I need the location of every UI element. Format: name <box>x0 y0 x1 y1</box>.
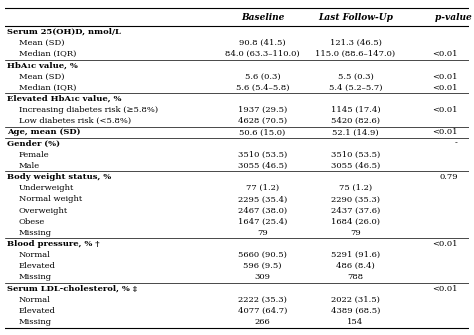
Text: 52.1 (14.9): 52.1 (14.9) <box>332 128 379 136</box>
Text: 84.0 (63.3–110.0): 84.0 (63.3–110.0) <box>225 50 300 58</box>
Text: Missing: Missing <box>18 273 52 281</box>
Text: 2222 (35.3): 2222 (35.3) <box>238 296 287 304</box>
Text: Median (IQR): Median (IQR) <box>18 50 76 58</box>
Text: Female: Female <box>18 151 49 159</box>
Text: Increasing diabetes risk (≥5.8%): Increasing diabetes risk (≥5.8%) <box>18 106 158 114</box>
Text: 2437 (37.6): 2437 (37.6) <box>331 206 380 214</box>
Text: <0.01: <0.01 <box>432 285 457 293</box>
Text: 2295 (35.4): 2295 (35.4) <box>238 195 287 203</box>
Text: Mean (SD): Mean (SD) <box>18 73 64 80</box>
Text: Mean (SD): Mean (SD) <box>18 39 64 47</box>
Text: <0.01: <0.01 <box>432 128 457 136</box>
Text: 0.79: 0.79 <box>439 173 457 181</box>
Text: 4628 (70.5): 4628 (70.5) <box>238 117 287 125</box>
Text: 75 (1.2): 75 (1.2) <box>339 184 372 192</box>
Text: 1684 (26.0): 1684 (26.0) <box>331 218 380 226</box>
Text: 5420 (82.6): 5420 (82.6) <box>331 117 380 125</box>
Text: Normal: Normal <box>18 296 51 304</box>
Text: Elevated: Elevated <box>18 262 55 270</box>
Text: Elevated HbA₁c value, %: Elevated HbA₁c value, % <box>7 95 121 103</box>
Text: Last Follow-Up: Last Follow-Up <box>318 13 393 22</box>
Text: Normal weight: Normal weight <box>18 195 82 203</box>
Text: 79: 79 <box>350 229 361 237</box>
Text: <0.01: <0.01 <box>432 84 457 92</box>
Text: Body weight status, %: Body weight status, % <box>7 173 111 181</box>
Text: Elevated: Elevated <box>18 307 55 315</box>
Text: 5.5 (0.3): 5.5 (0.3) <box>337 73 374 80</box>
Text: HbA₁c value, %: HbA₁c value, % <box>7 61 78 69</box>
Text: Male: Male <box>18 162 40 170</box>
Text: <0.01: <0.01 <box>432 73 457 80</box>
Text: Normal: Normal <box>18 251 51 259</box>
Text: Serum LDL-cholesterol, % ‡: Serum LDL-cholesterol, % ‡ <box>7 285 137 293</box>
Text: 5291 (91.6): 5291 (91.6) <box>331 251 380 259</box>
Text: 3055 (46.5): 3055 (46.5) <box>238 162 287 170</box>
Text: 115.0 (88.6–147.0): 115.0 (88.6–147.0) <box>315 50 395 58</box>
Text: 77 (1.2): 77 (1.2) <box>246 184 279 192</box>
Text: 3055 (46.5): 3055 (46.5) <box>331 162 380 170</box>
Text: 1647 (25.4): 1647 (25.4) <box>238 218 287 226</box>
Text: Baseline: Baseline <box>241 13 284 22</box>
Text: 3510 (53.5): 3510 (53.5) <box>238 151 287 159</box>
Text: 596 (9.5): 596 (9.5) <box>243 262 282 270</box>
Text: 90.8 (41.5): 90.8 (41.5) <box>239 39 286 47</box>
Text: Blood pressure, % †: Blood pressure, % † <box>7 240 100 248</box>
Text: 1937 (29.5): 1937 (29.5) <box>238 106 287 114</box>
Text: 2022 (31.5): 2022 (31.5) <box>331 296 380 304</box>
Text: 5.6 (5.4–5.8): 5.6 (5.4–5.8) <box>236 84 289 92</box>
Text: 154: 154 <box>347 318 364 326</box>
Text: <0.01: <0.01 <box>432 106 457 114</box>
Text: 4389 (68.5): 4389 (68.5) <box>331 307 380 315</box>
Text: <0.01: <0.01 <box>432 50 457 58</box>
Text: 1145 (17.4): 1145 (17.4) <box>331 106 380 114</box>
Text: 50.6 (15.0): 50.6 (15.0) <box>239 128 286 136</box>
Text: Serum 25(OH)D, nmol/L: Serum 25(OH)D, nmol/L <box>7 28 121 36</box>
Text: Low diabetes risk (<5.8%): Low diabetes risk (<5.8%) <box>18 117 131 125</box>
Text: Gender (%): Gender (%) <box>7 140 60 147</box>
Text: 2290 (35.3): 2290 (35.3) <box>331 195 380 203</box>
Text: 788: 788 <box>347 273 364 281</box>
Text: Missing: Missing <box>18 318 52 326</box>
Text: Obese: Obese <box>18 218 45 226</box>
Text: Overweight: Overweight <box>18 206 68 214</box>
Text: 5660 (90.5): 5660 (90.5) <box>238 251 287 259</box>
Text: Age, mean (SD): Age, mean (SD) <box>7 128 81 136</box>
Text: 309: 309 <box>255 273 271 281</box>
Text: 266: 266 <box>255 318 271 326</box>
Text: 79: 79 <box>257 229 268 237</box>
Text: <0.01: <0.01 <box>432 240 457 248</box>
Text: Underweight: Underweight <box>18 184 74 192</box>
Text: 5.6 (0.3): 5.6 (0.3) <box>245 73 280 80</box>
Text: -: - <box>455 140 457 147</box>
Text: 4077 (64.7): 4077 (64.7) <box>238 307 287 315</box>
Text: 3510 (53.5): 3510 (53.5) <box>331 151 380 159</box>
Text: 2467 (38.0): 2467 (38.0) <box>238 206 287 214</box>
Text: 486 (8.4): 486 (8.4) <box>336 262 375 270</box>
Text: p-value §: p-value § <box>435 13 474 22</box>
Text: Missing: Missing <box>18 229 52 237</box>
Text: 5.4 (5.2–5.7): 5.4 (5.2–5.7) <box>328 84 382 92</box>
Text: Median (IQR): Median (IQR) <box>18 84 76 92</box>
Text: 121.3 (46.5): 121.3 (46.5) <box>329 39 382 47</box>
